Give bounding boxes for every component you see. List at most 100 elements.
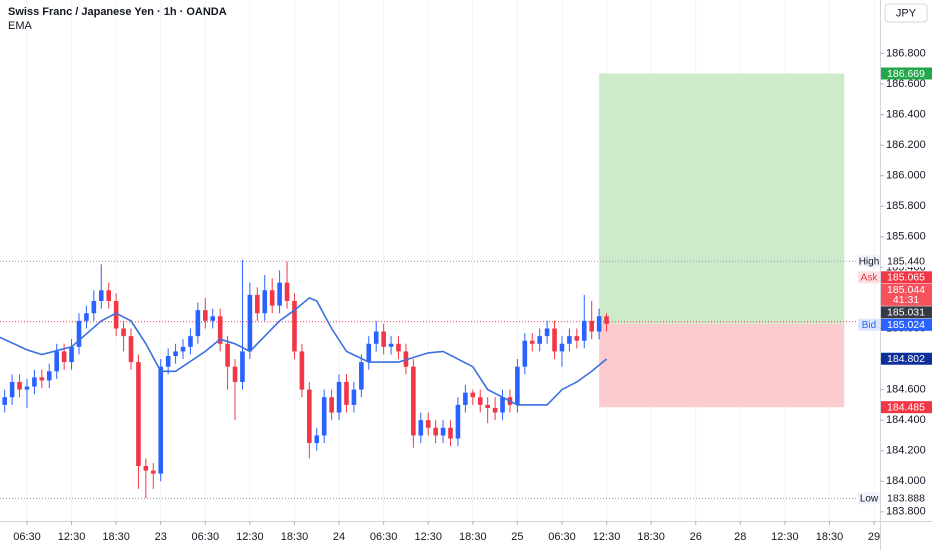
candle-body xyxy=(336,381,342,413)
candle-body xyxy=(2,397,7,405)
candle-body xyxy=(359,362,364,390)
x-tick-label: 12:30 xyxy=(58,531,86,543)
candle-body xyxy=(269,290,275,306)
candle-body xyxy=(321,397,327,436)
candle-body xyxy=(98,290,104,301)
candle-body xyxy=(329,397,334,413)
candle-body xyxy=(158,366,164,474)
candle-body xyxy=(366,343,372,363)
price-label: 184.802 xyxy=(887,353,925,365)
candle-body xyxy=(173,351,178,356)
price-label: 185.044 xyxy=(887,284,925,296)
candle-body xyxy=(46,371,52,381)
candle-body xyxy=(537,336,542,344)
y-tick-label: 186.400 xyxy=(886,108,926,120)
price-tag-box xyxy=(858,492,880,505)
y-tick-label: 185.600 xyxy=(886,231,926,243)
candle-body xyxy=(128,336,134,363)
price-tag: Ask xyxy=(861,272,879,283)
candle-body xyxy=(24,386,30,390)
candle-body xyxy=(247,294,253,352)
y-tick-label: 186.000 xyxy=(886,170,926,182)
price-tag-box xyxy=(858,318,880,331)
candle-body xyxy=(373,331,379,344)
x-tick-label: 12:30 xyxy=(593,531,621,543)
candle-body xyxy=(485,404,490,408)
candle-body xyxy=(567,336,572,344)
y-tick-label: 184.000 xyxy=(886,475,926,487)
price-label-box xyxy=(881,401,932,414)
price-tag-box xyxy=(858,255,880,268)
price-label: 183.888 xyxy=(887,493,925,505)
price-label: 184.485 xyxy=(887,401,925,413)
candle-body xyxy=(121,328,126,337)
candle-body xyxy=(381,331,386,347)
candle-body xyxy=(552,328,557,352)
candle-body xyxy=(150,470,156,474)
candle-body xyxy=(143,465,149,471)
price-label-box xyxy=(881,255,932,268)
x-tick-label: 12:30 xyxy=(236,531,264,543)
price-label: 185.031 xyxy=(887,307,925,319)
plot-area xyxy=(0,0,880,521)
candle-body xyxy=(188,336,193,347)
x-tick-label: 18:30 xyxy=(102,531,130,543)
candle-body xyxy=(39,377,45,381)
x-tick-label: 06:30 xyxy=(548,531,576,543)
candle-body xyxy=(455,404,461,439)
price-label-box xyxy=(881,306,932,319)
price-label: 186.669 xyxy=(887,68,925,80)
countdown: 41:31 xyxy=(893,294,919,306)
candle-body xyxy=(203,310,208,321)
candle-body xyxy=(589,320,594,332)
candle-body xyxy=(433,427,438,436)
candle-body xyxy=(32,377,37,387)
x-tick-label: 24 xyxy=(333,531,345,543)
candle-body xyxy=(604,316,609,324)
candle-body xyxy=(165,355,171,367)
x-tick-label: 12:30 xyxy=(414,531,442,543)
indicator-name: EMA xyxy=(8,20,33,32)
price-tag: Bid xyxy=(862,320,876,331)
candle-body xyxy=(574,336,580,341)
candle-body xyxy=(440,427,446,436)
candle-body xyxy=(69,346,74,363)
candle-body xyxy=(17,381,22,390)
candle-body xyxy=(351,389,357,405)
price-tag: High xyxy=(859,256,880,267)
candle-body xyxy=(180,346,186,352)
x-tick-label: 28 xyxy=(734,531,746,543)
x-tick-label: 18:30 xyxy=(816,531,844,543)
y-tick-label: 184.400 xyxy=(886,414,926,426)
price-label-box xyxy=(881,283,932,306)
x-tick-label: 23 xyxy=(155,531,167,543)
price-label-box xyxy=(881,352,932,365)
x-tick-label: 26 xyxy=(690,531,702,543)
candle-body xyxy=(9,381,15,398)
chart-title: Swiss Franc / Japanese Yen · 1h · OANDA xyxy=(8,6,227,18)
x-tick-label: 29 xyxy=(868,531,880,543)
currency[interactable]: JPY xyxy=(896,7,917,19)
x-tick-label: 06:30 xyxy=(13,531,41,543)
y-tick-label: 183.800 xyxy=(886,506,926,518)
candle-body xyxy=(388,343,394,347)
candle-body xyxy=(54,351,59,372)
candle-body xyxy=(61,351,67,363)
y-tick-label: 186.600 xyxy=(886,78,926,90)
candle-body xyxy=(448,427,453,439)
price-label-box xyxy=(881,492,932,505)
candle-body xyxy=(210,316,216,321)
currency-box[interactable] xyxy=(884,3,928,23)
candle-body xyxy=(292,300,297,352)
price-label: 185.065 xyxy=(887,272,925,284)
candle-body xyxy=(195,310,201,337)
candle-body xyxy=(425,420,431,428)
candle-body xyxy=(418,420,424,436)
y-tick-label: 186.200 xyxy=(886,139,926,151)
candle-body xyxy=(284,282,290,301)
loss-zone xyxy=(599,323,845,408)
candle-body xyxy=(544,328,550,337)
y-tick-label: 186.800 xyxy=(886,47,926,59)
candle-body xyxy=(240,351,245,382)
